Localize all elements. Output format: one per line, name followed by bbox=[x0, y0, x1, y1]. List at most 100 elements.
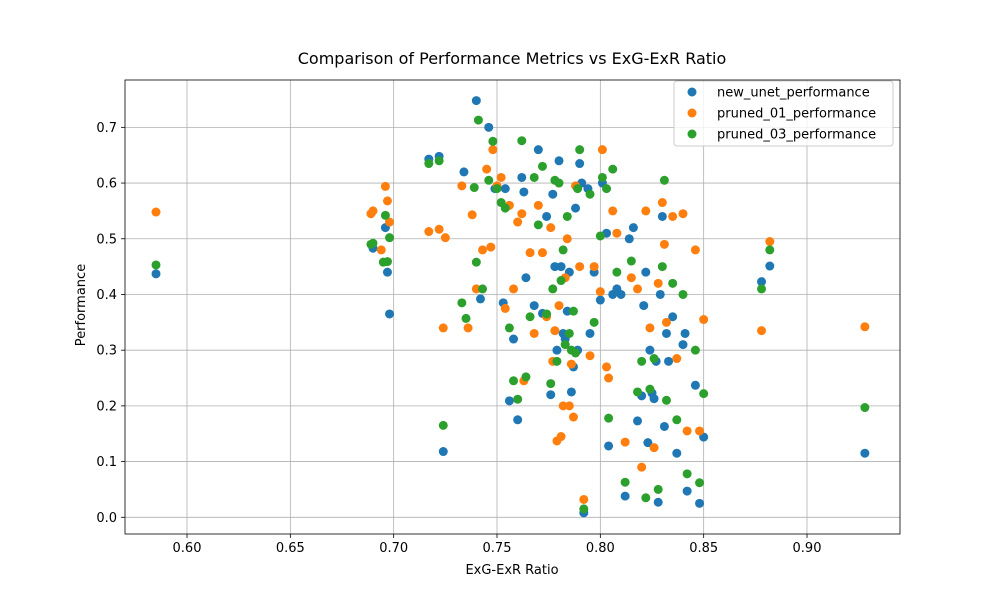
data-point bbox=[595, 287, 605, 297]
data-point bbox=[608, 164, 618, 174]
data-point bbox=[585, 351, 595, 361]
data-point bbox=[757, 326, 767, 336]
data-point bbox=[699, 315, 709, 325]
data-point bbox=[471, 96, 481, 106]
data-point bbox=[550, 326, 560, 336]
data-point bbox=[678, 209, 688, 219]
y-tick-label: 0.0 bbox=[96, 511, 117, 526]
data-point bbox=[579, 494, 589, 504]
data-point bbox=[554, 301, 564, 311]
data-point bbox=[633, 284, 643, 294]
data-point bbox=[533, 220, 543, 230]
legend-label: pruned_03_performance bbox=[717, 128, 876, 143]
y-tick-label: 0.4 bbox=[96, 288, 117, 303]
data-point bbox=[668, 211, 678, 221]
chart-title: Comparison of Performance Metrics vs ExG… bbox=[298, 49, 727, 68]
data-point bbox=[568, 306, 578, 316]
data-point bbox=[382, 196, 392, 206]
data-point bbox=[695, 498, 705, 508]
data-point bbox=[571, 348, 581, 358]
data-point bbox=[558, 401, 568, 411]
data-point bbox=[440, 233, 450, 243]
data-point bbox=[765, 245, 775, 255]
data-point bbox=[558, 245, 568, 255]
data-point bbox=[657, 211, 667, 221]
y-tick-label: 0.7 bbox=[96, 121, 117, 136]
x-tick-label: 0.85 bbox=[689, 541, 718, 556]
data-point bbox=[641, 267, 651, 277]
y-tick-label: 0.5 bbox=[96, 232, 117, 247]
legend-marker bbox=[687, 129, 697, 139]
data-point bbox=[626, 273, 636, 283]
data-point bbox=[682, 426, 692, 436]
data-point bbox=[595, 295, 605, 305]
data-point bbox=[633, 387, 643, 397]
data-point bbox=[626, 256, 636, 266]
data-point bbox=[478, 245, 488, 255]
data-point bbox=[637, 356, 647, 366]
data-point bbox=[533, 145, 543, 155]
data-point bbox=[546, 379, 556, 389]
data-point bbox=[653, 484, 663, 494]
data-point bbox=[672, 448, 682, 458]
data-point bbox=[537, 248, 547, 258]
data-point bbox=[657, 262, 667, 272]
data-point bbox=[653, 278, 663, 288]
data-point bbox=[860, 403, 870, 413]
x-tick-label: 0.65 bbox=[276, 541, 305, 556]
data-point bbox=[492, 184, 502, 194]
data-point bbox=[595, 231, 605, 241]
data-point bbox=[690, 380, 700, 390]
data-point bbox=[604, 413, 614, 423]
data-point bbox=[568, 412, 578, 422]
data-point bbox=[564, 328, 574, 338]
data-point bbox=[682, 469, 692, 479]
data-point bbox=[645, 323, 655, 333]
data-point bbox=[597, 172, 607, 182]
data-point bbox=[525, 248, 535, 258]
data-point bbox=[620, 491, 630, 501]
data-point bbox=[680, 328, 690, 338]
data-point bbox=[552, 356, 562, 366]
data-point bbox=[604, 441, 614, 451]
data-point bbox=[653, 497, 663, 507]
data-point bbox=[604, 373, 614, 383]
data-point bbox=[645, 384, 655, 394]
data-point bbox=[376, 245, 386, 255]
data-point bbox=[509, 334, 519, 344]
data-point bbox=[620, 437, 630, 447]
data-point bbox=[579, 504, 589, 514]
data-point bbox=[655, 289, 665, 299]
y-axis-label: Performance bbox=[74, 264, 89, 346]
data-point bbox=[424, 159, 434, 169]
data-point bbox=[529, 301, 539, 311]
data-point bbox=[542, 211, 552, 221]
data-point bbox=[151, 260, 161, 270]
data-point bbox=[434, 224, 444, 234]
data-point bbox=[368, 206, 378, 216]
data-point bbox=[571, 203, 581, 213]
series-pruned_03_performance bbox=[151, 115, 870, 514]
data-point bbox=[554, 156, 564, 166]
data-point bbox=[519, 187, 529, 197]
data-point bbox=[657, 198, 667, 208]
data-point bbox=[509, 376, 519, 386]
x-tick-label: 0.90 bbox=[793, 541, 822, 556]
data-point bbox=[517, 136, 527, 146]
data-point bbox=[546, 390, 556, 400]
data-point bbox=[467, 210, 477, 220]
y-tick-label: 0.1 bbox=[96, 455, 117, 470]
data-point bbox=[639, 301, 649, 311]
data-points bbox=[151, 96, 870, 518]
data-point bbox=[757, 277, 767, 287]
data-point bbox=[517, 172, 527, 182]
legend-label: pruned_01_performance bbox=[717, 107, 876, 122]
data-point bbox=[438, 447, 448, 457]
data-point bbox=[682, 486, 692, 496]
data-point bbox=[459, 167, 469, 177]
data-point bbox=[488, 136, 498, 146]
x-tick-label: 0.75 bbox=[483, 541, 512, 556]
data-point bbox=[486, 242, 496, 252]
data-point bbox=[500, 303, 510, 313]
data-point bbox=[765, 261, 775, 271]
